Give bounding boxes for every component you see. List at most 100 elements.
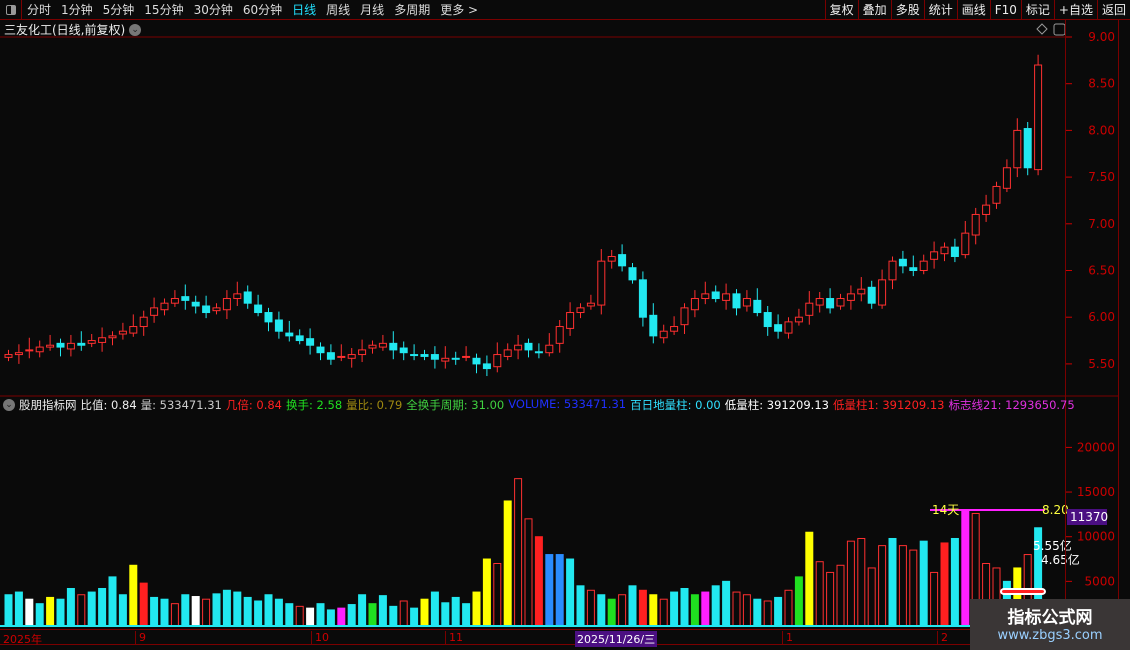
volume-bar xyxy=(170,603,179,627)
right-sidebar-tabs[interactable] xyxy=(1118,20,1130,650)
volume-bar xyxy=(618,594,627,627)
overlay-button[interactable]: 叠加 xyxy=(857,0,891,20)
volume-bar xyxy=(514,478,523,627)
volume-bar xyxy=(628,585,637,627)
candle-down xyxy=(524,342,533,351)
indicator-value: 几倍: 0.84 xyxy=(225,398,282,412)
period-tab[interactable]: 15分钟 xyxy=(144,3,184,17)
candle-up xyxy=(1002,167,1011,189)
volume-bar xyxy=(285,603,294,627)
volume-bar xyxy=(347,604,356,627)
volume-bar xyxy=(763,600,772,627)
volume-bar xyxy=(670,591,679,627)
candle-up xyxy=(670,326,679,332)
volume-bar xyxy=(274,598,283,627)
candle-up xyxy=(586,302,595,307)
volume-bar xyxy=(56,598,65,627)
candle-up xyxy=(46,344,55,348)
volume-bar xyxy=(857,537,866,627)
chart-title[interactable]: 三友化工(日线,前复权) ⌄ xyxy=(4,21,142,38)
panel-icon xyxy=(5,4,16,15)
volume-bar xyxy=(753,598,762,627)
candle-up xyxy=(607,255,616,262)
volume-bar xyxy=(919,540,928,627)
volume-bar xyxy=(774,596,783,627)
period-tab[interactable]: 多周期 xyxy=(394,3,431,17)
volume-bar xyxy=(441,602,450,627)
statistics-button[interactable]: 统计 xyxy=(923,0,957,20)
diamond-icon xyxy=(1036,23,1048,35)
candle-down xyxy=(202,305,211,314)
candle-down xyxy=(732,293,741,309)
multi-stock-button[interactable]: 多股 xyxy=(890,0,924,20)
back-button[interactable]: 返回 xyxy=(1096,0,1130,20)
candle-up xyxy=(462,355,471,358)
candle-up xyxy=(545,344,554,354)
candle-up xyxy=(701,293,710,300)
period-tab[interactable]: 月线 xyxy=(360,3,385,17)
cursor-value-tag: 11370 xyxy=(1067,509,1108,525)
volume-bar xyxy=(950,537,959,627)
candle-down xyxy=(243,291,252,304)
volume-bar xyxy=(690,594,699,627)
volume-bar xyxy=(878,545,887,627)
volume-bar xyxy=(430,591,439,627)
volume-bar xyxy=(66,587,75,627)
indicator-value: 比值: 0.84 xyxy=(80,398,137,412)
volume-bar xyxy=(337,607,346,627)
volume-bar xyxy=(846,540,855,627)
volume-tick-label: 15000 xyxy=(1077,485,1115,499)
volume-bar xyxy=(378,595,387,627)
days-label: 14天 xyxy=(932,503,959,517)
period-tab[interactable]: 5分钟 xyxy=(102,3,135,17)
chevron-down-icon[interactable]: ⌄ xyxy=(3,399,15,411)
volume-bar xyxy=(420,598,429,627)
volume-bar xyxy=(139,582,148,627)
period-tab-daily[interactable]: 日线 xyxy=(292,3,317,17)
date-label: 11 xyxy=(445,631,463,644)
volume-bar xyxy=(462,603,471,627)
volume-bar xyxy=(98,587,107,627)
candle-up xyxy=(930,251,939,260)
candle-up xyxy=(4,354,13,358)
period-tab[interactable]: 30分钟 xyxy=(193,3,233,17)
date-label: 2025年 xyxy=(3,633,42,646)
candle-down xyxy=(950,246,959,257)
period-tab[interactable]: 60分钟 xyxy=(242,3,283,17)
candle-up xyxy=(878,279,887,306)
volume-bar xyxy=(742,594,751,627)
volume-bar xyxy=(399,600,408,627)
candle-up xyxy=(742,298,751,307)
indicator-value: 低量柱1: 391209.13 xyxy=(832,398,945,412)
axis-divider xyxy=(1065,20,1066,630)
period-tab[interactable]: 周线 xyxy=(326,3,351,17)
volume-bar xyxy=(233,591,242,627)
candle-down xyxy=(326,352,335,360)
volume-bar xyxy=(202,598,211,627)
candle-up xyxy=(233,293,242,300)
more-periods-button[interactable]: 更多 > xyxy=(440,3,479,17)
candle-up xyxy=(857,288,866,295)
volume-bar xyxy=(794,576,803,627)
volume-bar xyxy=(586,589,595,627)
candle-up xyxy=(378,342,387,348)
chevron-down-icon[interactable]: ⌄ xyxy=(129,23,142,36)
volume-tick-label: 5000 xyxy=(1084,574,1115,588)
adjust-button[interactable]: 复权 xyxy=(824,0,858,20)
period-tab[interactable]: 1分钟 xyxy=(61,3,93,17)
mark-button[interactable]: 标记 xyxy=(1020,0,1054,20)
volume-bar xyxy=(503,500,512,627)
candle-up xyxy=(919,260,928,272)
add-watchlist-button[interactable]: +自选 xyxy=(1053,0,1097,20)
period-tab[interactable]: 分时 xyxy=(27,3,52,17)
volume-bar xyxy=(545,554,554,627)
candle-up xyxy=(66,342,75,350)
layout-toggle-button[interactable] xyxy=(0,0,22,20)
draw-line-button[interactable]: 画线 xyxy=(956,0,990,20)
f10-button[interactable]: F10 xyxy=(989,0,1021,20)
candle-down xyxy=(420,354,429,357)
volume-bar xyxy=(150,596,159,627)
candle-down xyxy=(191,301,200,307)
volume-bar xyxy=(14,591,23,627)
